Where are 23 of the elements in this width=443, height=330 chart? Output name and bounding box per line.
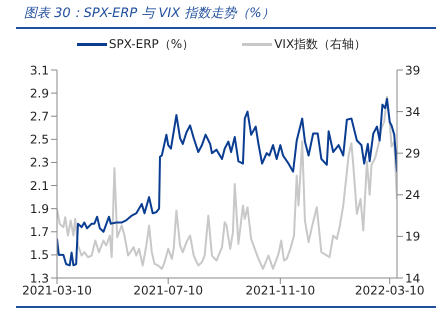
y2-tick-label: 14 xyxy=(405,271,420,286)
y-tick-label: 1.3 xyxy=(30,271,49,286)
x-tick-label: 2021-03-10 xyxy=(22,284,92,298)
y2-tick-label: 29 xyxy=(405,146,420,160)
y2-tick-label: 34 xyxy=(405,104,420,119)
y2-tick-label: 39 xyxy=(405,63,420,78)
y2-tick-label: 24 xyxy=(405,188,420,202)
y-tick-label: 2.7 xyxy=(30,109,49,124)
x-tick-label: 2022-03-10 xyxy=(354,284,425,298)
chart-title: 图表 30：SPX-ERP 与 VIX 指数走势（%） xyxy=(24,5,275,22)
y-tick-label: 2.1 xyxy=(30,178,49,193)
y-tick-label: 1.7 xyxy=(30,225,49,240)
legend-label: SPX-ERP（%） xyxy=(108,36,194,52)
x-tick-label: 2021-07-10 xyxy=(133,284,204,298)
y-tick-label: 2.3 xyxy=(30,156,49,170)
y-tick-label: 1.9 xyxy=(30,202,49,216)
y2-tick-label: 19 xyxy=(405,230,420,244)
y-tick-label: 2.9 xyxy=(30,86,49,100)
y-tick-label: 2.5 xyxy=(30,132,49,147)
x-tick-label: 2021-11-10 xyxy=(245,284,316,298)
legend-label: VIX指数（右轴） xyxy=(274,36,366,52)
y-tick-label: 1.5 xyxy=(30,248,49,262)
y-tick-label: 3.1 xyxy=(30,63,49,78)
